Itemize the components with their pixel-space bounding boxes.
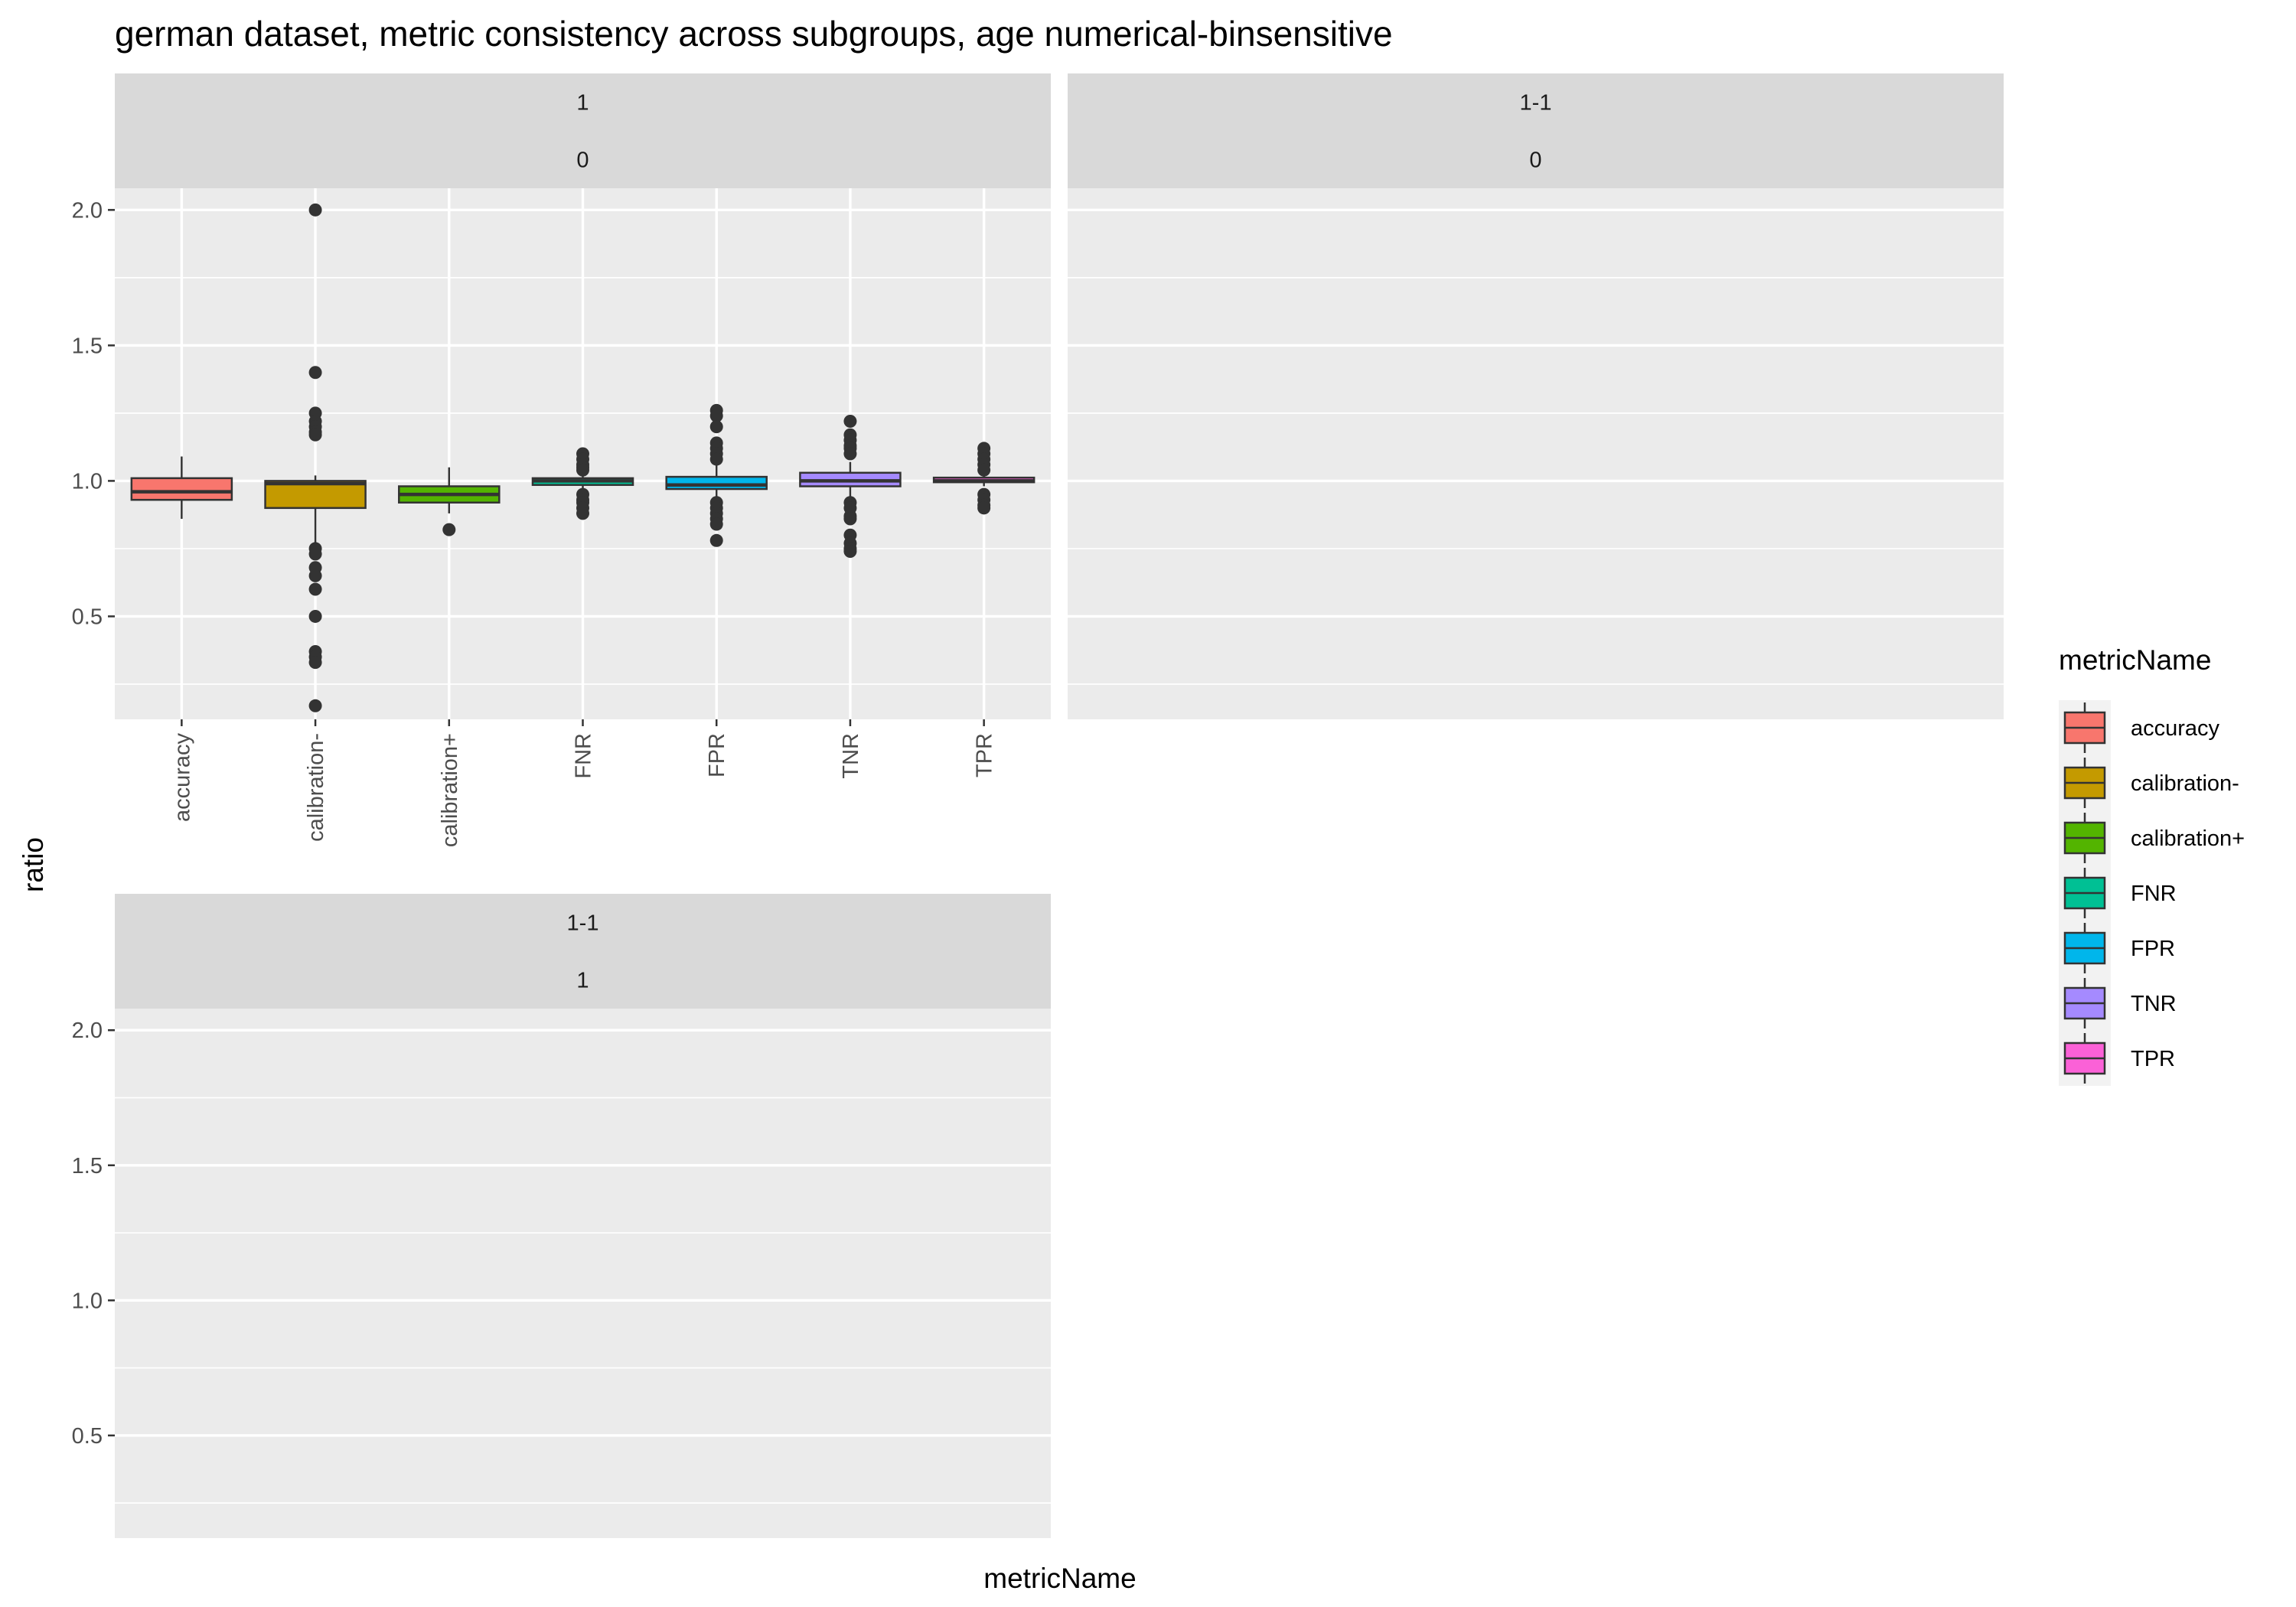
chart-title: german dataset, metric consistency acros… [115,14,1393,54]
box-calibration- [264,203,367,712]
x-axis-title: metricName [983,1563,1136,1594]
facet-strip-label: 1-1 [567,911,599,936]
box-body [264,480,367,510]
facet-strip-label: 0 [576,148,589,173]
legend-item-FNR: FNR [2059,865,2177,921]
box-body [665,475,768,491]
box-FNR [531,447,634,520]
panel-background [1068,188,2004,719]
outlier-point [308,656,322,670]
outlier-point [709,420,723,434]
facet-strip [1068,73,2004,188]
x-tick-label-FNR: FNR [572,733,596,779]
box-TNR [799,415,902,558]
outlier-point [308,569,322,582]
outlier-point [308,428,322,442]
legend-label: FNR [2131,882,2177,906]
box-body [130,477,233,501]
facet-strip [115,894,1051,1009]
facet-panel-0: 1 0 0.5 1.0 1.5 2.0 accuracy calibration-calibr… [72,73,1051,847]
legend-label: calibration+ [2131,826,2245,851]
y-axis-title: ratio [18,837,49,892]
box-calibration+ [398,467,501,536]
legend-label: accuracy [2131,716,2220,741]
box-TPR [932,442,1035,515]
box-FPR [665,403,768,547]
y-tick-label: 1.5 [72,1154,103,1178]
outlier-point [308,699,322,712]
y-tick-label: 1.0 [72,1289,103,1313]
facet-strip-label: 1-1 [1520,91,1552,116]
outlier-point [308,582,322,596]
outlier-point [977,501,991,515]
x-tick-label-calibration-: calibration- [304,733,328,842]
outlier-point [843,512,857,526]
y-tick-label: 2.0 [72,198,103,223]
outlier-point [709,409,723,422]
outlier-point [576,507,589,520]
outlier-point [442,523,456,536]
facet-panel-2: 1-1 1 0.5 1.0 1.5 2.0 [72,894,1051,1538]
facet-strip-label: 1 [576,969,589,993]
facet-strip [115,73,1051,188]
outlier-point [709,452,723,466]
box-accuracy [130,456,233,519]
x-tick-label-TPR: TPR [973,733,997,777]
legend-item-calibration+: calibration+ [2059,810,2245,865]
outlier-point [843,447,857,461]
legend-title: metricName [2059,644,2211,676]
legend-label: FPR [2131,937,2175,961]
y-tick-label: 1.5 [72,334,103,358]
x-tick-label-accuracy: accuracy [170,733,194,823]
outlier-point [308,609,322,623]
y-tick-label: 2.0 [72,1019,103,1043]
x-tick-label-calibration+: calibration+ [438,733,462,847]
outlier-point [308,366,322,380]
outlier-point [843,544,857,558]
legend-item-TNR: TNR [2059,976,2177,1031]
facet-strip-label: 0 [1529,148,1541,173]
legend-item-TPR: TPR [2059,1031,2175,1086]
outlier-point [843,415,857,429]
y-tick-label: 0.5 [72,605,103,629]
outlier-point [308,547,322,561]
x-tick-label-TNR: TNR [839,733,863,779]
legend: metricName accuracy calibration-calibratio… [2059,644,2245,1086]
legend-label: TNR [2131,992,2177,1016]
facet-panel-1: 1-1 0 [1068,73,2004,719]
outlier-point [709,517,723,531]
x-tick-label-FPR: FPR [705,733,729,777]
legend-item-FPR: FPR [2059,921,2175,976]
outlier-point [308,203,322,217]
outlier-point [576,463,589,477]
legend-label: calibration- [2131,771,2239,796]
legend-label: TPR [2131,1047,2175,1071]
y-tick-label: 0.5 [72,1424,103,1449]
panel-background [115,1009,1051,1538]
y-tick-label: 1.0 [72,469,103,494]
outlier-point [709,533,723,547]
facet-strip-label: 1 [576,91,589,116]
legend-item-accuracy: accuracy [2059,700,2220,755]
legend-item-calibration-: calibration- [2059,755,2239,810]
outlier-point [977,463,991,477]
facet-panels: 1 0 0.5 1.0 1.5 2.0 accuracy calibration-calibr… [72,73,2004,1538]
